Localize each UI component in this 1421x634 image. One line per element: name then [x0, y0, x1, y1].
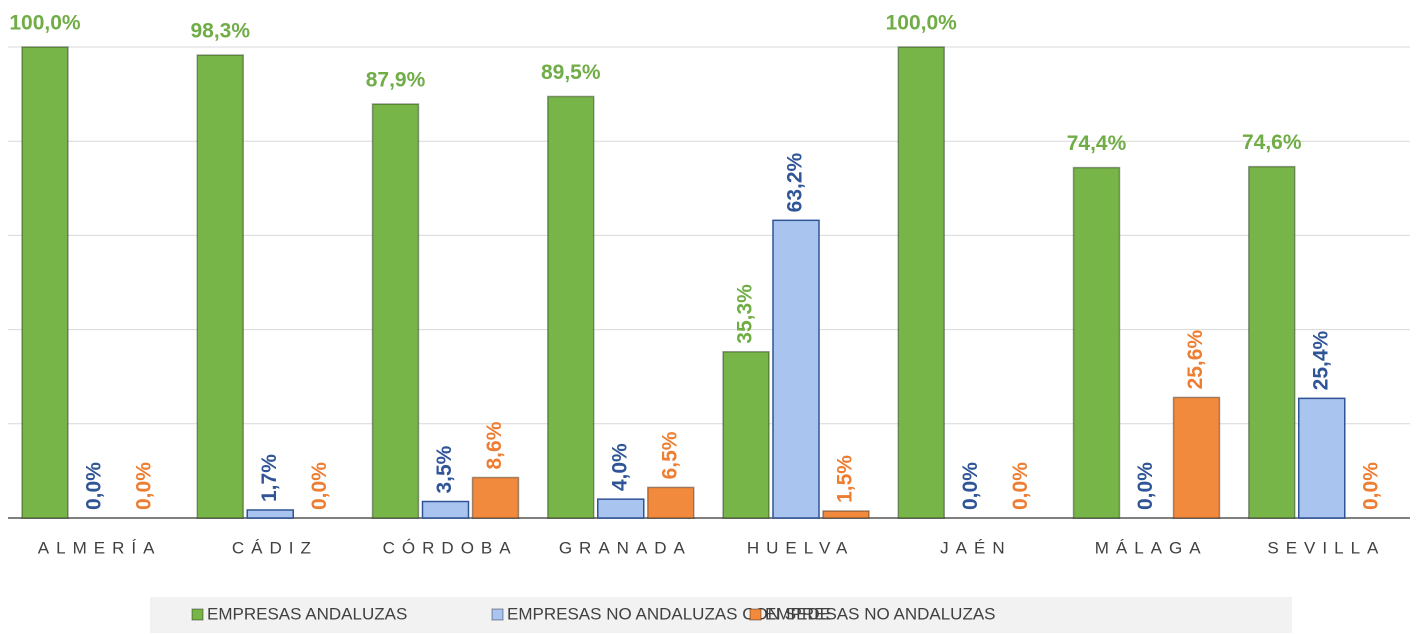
x-tick-label: SEVILLA — [1267, 538, 1385, 557]
bar — [21, 46, 69, 519]
legend-swatch — [749, 608, 762, 621]
bar — [822, 510, 870, 519]
data-label: 100,0% — [886, 12, 958, 35]
bar — [547, 95, 595, 519]
bar — [1248, 165, 1296, 519]
data-label: 0,0% — [1134, 462, 1157, 510]
legend-swatch — [191, 608, 204, 621]
legend-label: EMPRESAS NO ANDALUZAS — [765, 604, 996, 623]
data-label: 35,3% — [734, 284, 757, 344]
bar — [722, 350, 770, 519]
x-tick-label: MÁLAGA — [1095, 538, 1208, 557]
data-label: 0,0% — [133, 462, 156, 510]
bar — [647, 486, 695, 519]
data-label: 1,5% — [834, 455, 857, 503]
data-label: 74,6% — [1242, 131, 1302, 154]
bar — [246, 509, 294, 519]
bar — [597, 498, 645, 519]
data-label: 0,0% — [1009, 462, 1032, 510]
bar — [371, 103, 420, 519]
legend-background — [150, 597, 1292, 633]
data-label: 1,7% — [258, 454, 281, 502]
data-label: 74,4% — [1067, 132, 1127, 155]
bar — [1072, 166, 1121, 519]
data-label: 25,4% — [1309, 330, 1332, 390]
data-label: 89,5% — [541, 61, 601, 84]
bar — [471, 476, 520, 519]
x-tick-label: CÓRDOBA — [383, 538, 518, 557]
bar — [421, 500, 470, 519]
data-label: 0,0% — [1359, 462, 1382, 510]
data-label: 98,3% — [190, 20, 250, 43]
bar — [772, 219, 820, 519]
x-tick-label: GRANADA — [559, 538, 692, 557]
data-label: 3,5% — [433, 445, 456, 493]
x-tick-label: JAÉN — [940, 538, 1011, 557]
data-label: 4,0% — [608, 443, 631, 491]
bar — [897, 46, 945, 519]
data-label: 6,5% — [658, 431, 681, 479]
bar — [196, 54, 244, 519]
x-tick-label: HUELVA — [747, 538, 855, 557]
data-label: 25,6% — [1184, 330, 1207, 390]
data-label: 0,0% — [83, 462, 106, 510]
data-label: 0,0% — [959, 462, 982, 510]
legend-label: EMPRESAS ANDALUZAS — [207, 604, 407, 623]
data-label: 8,6% — [483, 421, 506, 469]
x-tick-label: CÁDIZ — [232, 538, 318, 557]
x-tick-label: ALMERÍA — [38, 538, 162, 557]
data-label: 63,2% — [784, 152, 807, 212]
legend-swatch — [491, 608, 504, 621]
data-label: 87,9% — [366, 69, 426, 92]
data-label: 0,0% — [308, 462, 331, 510]
bar — [1298, 397, 1346, 519]
bar — [1172, 396, 1221, 519]
data-label: 100,0% — [9, 12, 81, 35]
